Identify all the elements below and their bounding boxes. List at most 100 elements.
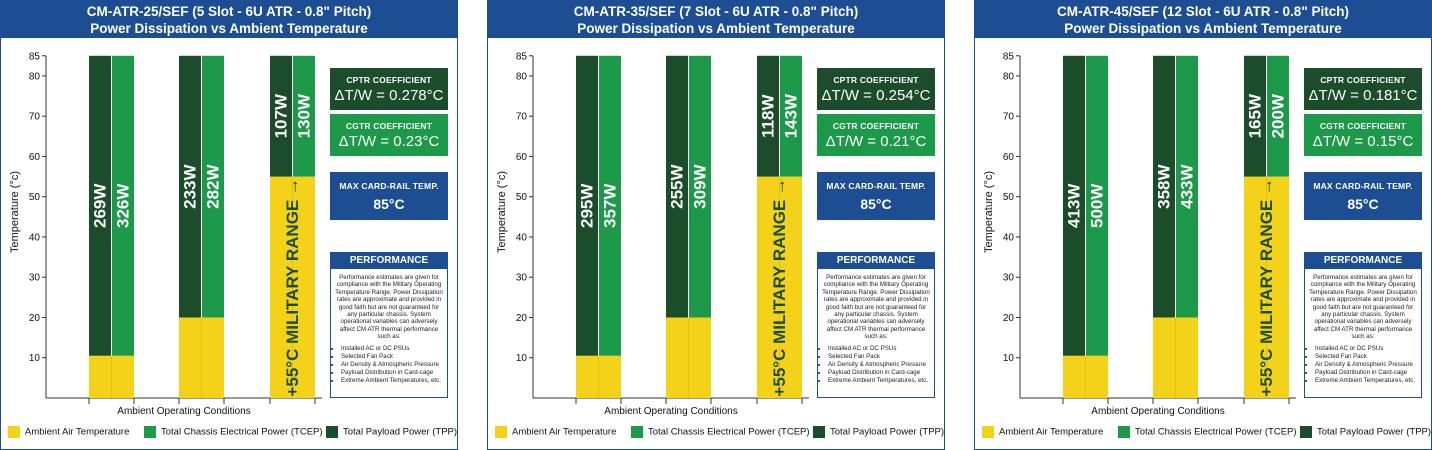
y-tick-label: 30	[1003, 273, 1015, 284]
legend-item-tpp: Total Payload Power (TPP)	[326, 426, 457, 438]
performance-text: Performance estimates are given for comp…	[1309, 274, 1417, 341]
y-tick-label: 20	[29, 313, 41, 324]
panel-subtitle: Power Dissipation vs Ambient Temperature	[1064, 21, 1342, 36]
legend-swatch-ambient	[982, 426, 994, 438]
panel-subtitle: Power Dissipation vs Ambient Temperature	[577, 21, 855, 36]
max-card-rail-box: MAX CARD-RAIL TEMP. 85°C	[817, 172, 935, 220]
y-tick-label: 80	[516, 71, 528, 82]
max-card-rail-value: 85°C	[1347, 196, 1379, 212]
legend-item-tcep: Total Chassis Electrical Power (TCEP)	[631, 426, 810, 438]
y-axis-label: Temperature (°c)	[496, 171, 508, 253]
legend-label-tcep: Total Chassis Electrical Power (TCEP)	[1135, 426, 1297, 438]
y-tick-label: 30	[29, 273, 41, 284]
panel-title: CM-ATR-45/SEF (12 Slot - 6U ATR - 0.8" P…	[1057, 4, 1349, 19]
military-range-label: +55°C MILITARY RANGE →	[770, 178, 789, 397]
performance-item: Payload Distribution in Card-cage	[1315, 369, 1421, 377]
y-tick-label: 50	[1003, 192, 1015, 203]
y-tick-label: 70	[29, 112, 41, 123]
performance-box: PERFORMANCE Performance estimates are gi…	[817, 252, 935, 398]
legend-swatch-ambient	[8, 426, 20, 438]
tpp-bar	[270, 55, 292, 177]
tpp-value-label: 107W	[272, 93, 291, 138]
tcep-value-label: 309W	[691, 163, 710, 208]
performance-title: PERFORMANCE	[818, 253, 934, 269]
tcep-value-label: 433W	[1178, 163, 1197, 208]
cgtr-value: ΔT/W = 0.21°C	[825, 133, 927, 150]
performance-item: Installed AC or DC PSUs	[828, 345, 934, 353]
performance-list: Installed AC or DC PSUs Selected Fan Pac…	[331, 345, 447, 386]
performance-item: Air Density & Atmospheric Pressure	[341, 361, 447, 369]
panel-title: CM-ATR-25/SEF (5 Slot - 6U ATR - 0.8" Pi…	[86, 4, 372, 19]
panel-title: CM-ATR-35/SEF (7 Slot - 6U ATR - 0.8" Pi…	[573, 4, 859, 19]
legend-swatch-tcep	[1118, 426, 1130, 438]
tpp-value-label: 295W	[578, 183, 597, 228]
tpp-value-label: 255W	[668, 163, 687, 208]
legend-item-tcep: Total Chassis Electrical Power (TCEP)	[144, 426, 323, 438]
panel-subtitle: Power Dissipation vs Ambient Temperature	[90, 21, 368, 36]
y-tick-label: 80	[29, 71, 41, 82]
y-axis-label: Temperature (°c)	[983, 171, 995, 253]
performance-box: PERFORMANCE Performance estimates are gi…	[1304, 252, 1422, 398]
legend-item-ambient: Ambient Air Temperature	[495, 426, 616, 438]
tcep-bar	[202, 55, 224, 318]
y-tick-label: 40	[29, 232, 41, 243]
cptr-coefficient-box: CPTR COEFFICIENT ΔT/W = 0.254°C	[817, 68, 935, 110]
performance-list: Installed AC or DC PSUs Selected Fan Pac…	[818, 345, 934, 386]
tcep-value-label: 200W	[1269, 93, 1288, 138]
tpp-bar	[1244, 55, 1266, 177]
legend-label-tpp: Total Payload Power (TPP)	[1317, 426, 1432, 438]
performance-item: Extreme Ambient Temperatures, etc.	[828, 377, 934, 385]
tpp-bar	[89, 55, 111, 356]
tpp-value-label: 413W	[1065, 183, 1084, 228]
y-tick-label: 50	[29, 192, 41, 203]
legend-item-tpp: Total Payload Power (TPP)	[813, 426, 944, 438]
performance-item: Extreme Ambient Temperatures, etc.	[341, 377, 447, 385]
y-tick-label: 40	[1003, 232, 1015, 243]
performance-item: Selected Fan Pack	[828, 353, 934, 361]
tpp-value-label: 233W	[181, 163, 200, 208]
max-card-rail-box: MAX CARD-RAIL TEMP. 85°C	[1304, 172, 1422, 220]
performance-item: Air Density & Atmospheric Pressure	[828, 361, 934, 369]
legend-swatch-tpp	[1300, 426, 1312, 438]
cptr-value: ΔT/W = 0.181°C	[1308, 87, 1418, 104]
y-tick-label: 20	[1003, 313, 1015, 324]
y-tick-label: 10	[1003, 353, 1015, 364]
military-range-label: +55°C MILITARY RANGE →	[283, 178, 302, 397]
cgtr-label: CGTR COEFFICIENT	[1319, 121, 1407, 131]
y-tick-label: 85	[1003, 51, 1015, 62]
panel-title-bar: CM-ATR-45/SEF (12 Slot - 6U ATR - 0.8" P…	[974, 0, 1432, 38]
y-tick-label: 80	[1003, 71, 1015, 82]
performance-item: Payload Distribution in Card-cage	[341, 369, 447, 377]
tcep-bar	[599, 55, 621, 356]
legend-label-tcep: Total Chassis Electrical Power (TCEP)	[648, 426, 810, 438]
performance-box: PERFORMANCE Performance estimates are gi…	[330, 252, 448, 398]
y-tick-label: 70	[1003, 112, 1015, 123]
tpp-bar	[1063, 55, 1085, 356]
x-axis-label: Ambient Operating Conditions	[1091, 406, 1224, 417]
legend: Ambient Air Temperature Total Chassis El…	[495, 426, 944, 442]
performance-item: Extreme Ambient Temperatures, etc.	[1315, 377, 1421, 385]
cptr-value: ΔT/W = 0.278°C	[334, 87, 444, 104]
panel-title-bar: CM-ATR-25/SEF (5 Slot - 6U ATR - 0.8" Pi…	[0, 0, 458, 38]
y-tick-label: 40	[516, 232, 528, 243]
tpp-bar	[576, 55, 598, 356]
max-card-rail-value: 85°C	[373, 196, 405, 212]
performance-item: Installed AC or DC PSUs	[1315, 345, 1421, 353]
cptr-label: CPTR COEFFICIENT	[1320, 75, 1406, 85]
performance-item: Air Density & Atmospheric Pressure	[1315, 361, 1421, 369]
max-card-rail-box: MAX CARD-RAIL TEMP. 85°C	[330, 172, 448, 220]
performance-list: Installed AC or DC PSUs Selected Fan Pac…	[1305, 345, 1421, 386]
cptr-coefficient-box: CPTR COEFFICIENT ΔT/W = 0.278°C	[330, 68, 448, 110]
tcep-value-label: 143W	[782, 93, 801, 138]
y-tick-label: 10	[516, 353, 528, 364]
military-range-label: +55°C MILITARY RANGE →	[1257, 178, 1276, 397]
tpp-bar	[666, 55, 688, 318]
y-axis-label: Temperature (°c)	[9, 171, 21, 253]
cgtr-coefficient-box: CGTR COEFFICIENT ΔT/W = 0.21°C	[817, 114, 935, 156]
performance-title: PERFORMANCE	[331, 253, 447, 269]
y-tick-label: 50	[516, 192, 528, 203]
tpp-value-label: 358W	[1155, 163, 1174, 208]
max-card-rail-label: MAX CARD-RAIL TEMP.	[826, 181, 926, 191]
legend-label-ambient: Ambient Air Temperature	[25, 426, 130, 438]
max-card-rail-label: MAX CARD-RAIL TEMP.	[1313, 181, 1413, 191]
